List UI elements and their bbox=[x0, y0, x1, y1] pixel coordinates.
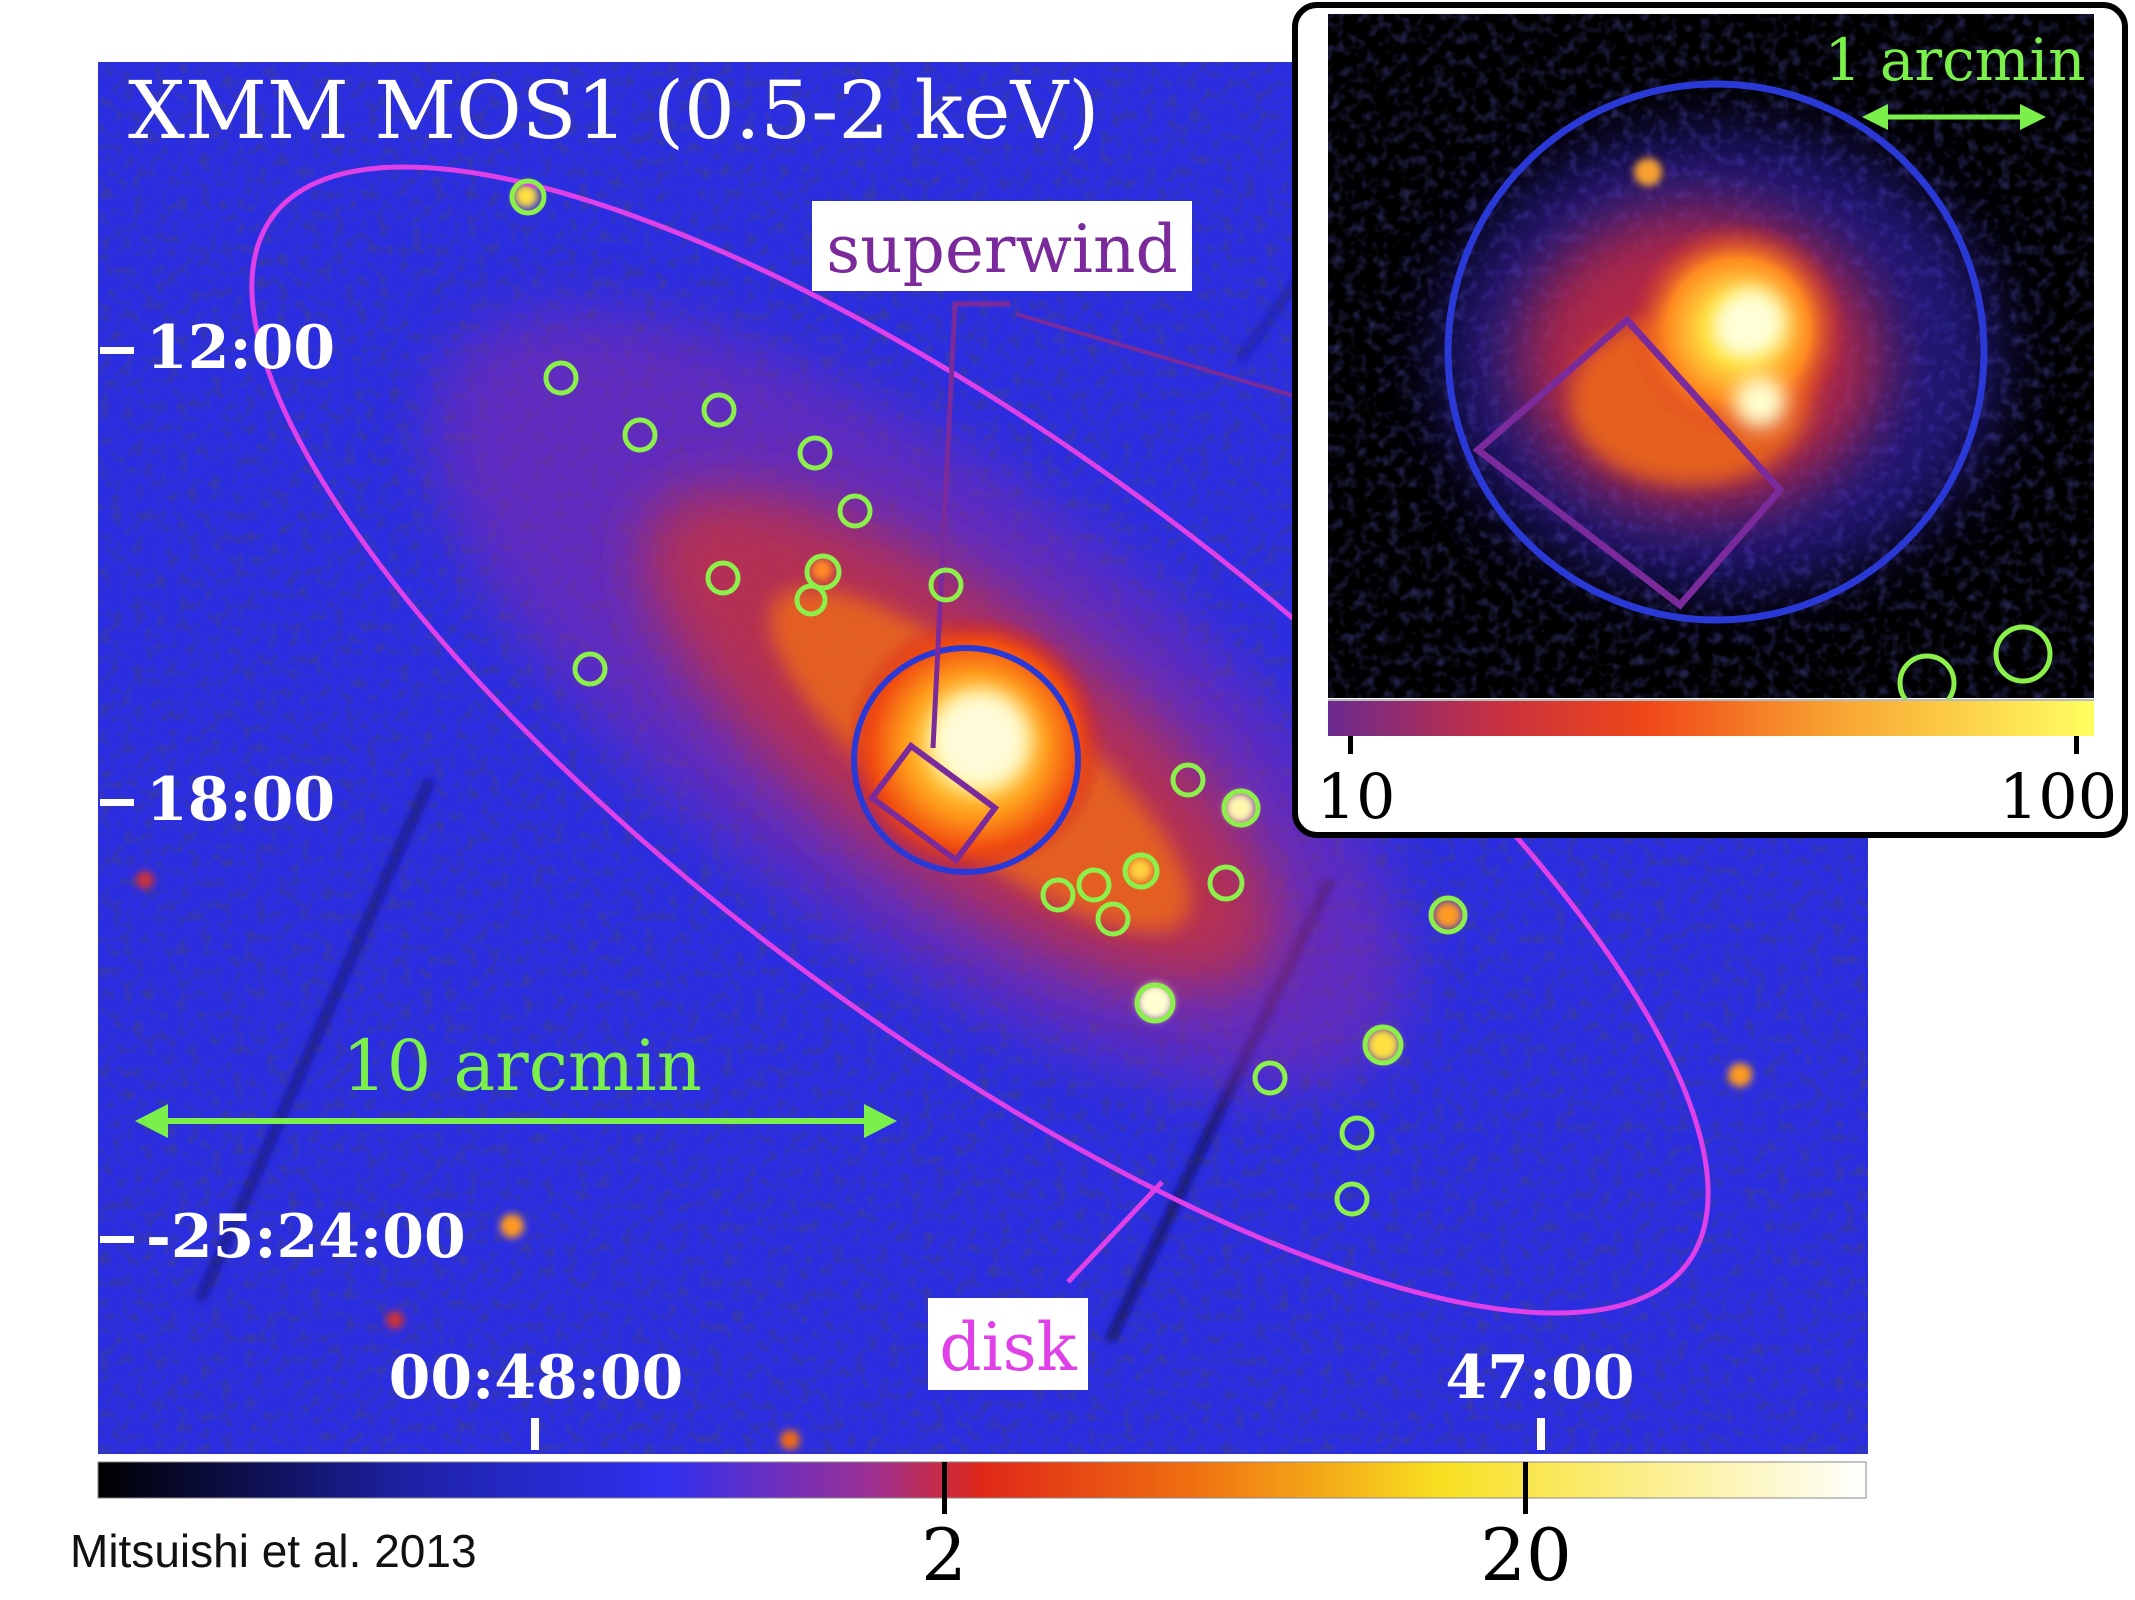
scale-label-main: 10 arcmin bbox=[342, 1025, 702, 1107]
inset-colorbar-tick-100: 100 bbox=[1999, 760, 2117, 833]
image-credit: Mitsuishi et al. 2013 bbox=[70, 1525, 477, 1577]
superwind-box bbox=[867, 741, 1000, 865]
ccd-gap-left bbox=[196, 778, 434, 1302]
inset-peak-1 bbox=[1718, 288, 1786, 356]
disk-label-bg bbox=[928, 1298, 1088, 1390]
disk-connector bbox=[1066, 1180, 1164, 1284]
superwind-label-bg bbox=[812, 201, 1192, 291]
extraction-circle bbox=[851, 645, 1081, 875]
image-title: XMM MOS1 (0.5-2 keV) bbox=[128, 64, 1099, 157]
main-colorbar-tick-2: 2 bbox=[921, 1513, 967, 1597]
dec-tick-label-3: -25:24:00 bbox=[146, 1202, 466, 1272]
dec-tick-label-2: 18:00 bbox=[146, 765, 335, 835]
dec-tick-label-1: 12:00 bbox=[146, 313, 335, 383]
ra-tick-label-2: 47:00 bbox=[1445, 1343, 1634, 1413]
inset-knot bbox=[1634, 158, 1662, 186]
inset-peak-2 bbox=[1734, 376, 1786, 428]
disk-label: disk bbox=[939, 1309, 1077, 1386]
inset-superwind-box bbox=[1472, 315, 1785, 610]
main-colorbar-tick-20: 20 bbox=[1480, 1513, 1572, 1597]
point-sources bbox=[136, 184, 1752, 1450]
main-colorbar bbox=[97, 1461, 1867, 1499]
ra-tick-label-1: 00:48:00 bbox=[389, 1343, 684, 1413]
scale-label-inset: 1 arcmin bbox=[1824, 26, 2085, 94]
scale-bar-inset bbox=[1862, 104, 2046, 130]
source-circles bbox=[509, 178, 1468, 1217]
inset-colorbar bbox=[1328, 700, 2094, 736]
dec-ticks bbox=[100, 347, 134, 1243]
inset-extraction-circle bbox=[1444, 80, 1988, 624]
inset-image bbox=[1328, 14, 2094, 698]
disk-ellipse bbox=[249, 164, 1711, 1316]
inset-colorbar-ticks bbox=[1348, 736, 2079, 754]
superwind-label: superwind bbox=[826, 211, 1178, 288]
ra-ticks bbox=[531, 1418, 1545, 1450]
nucleus-core bbox=[930, 690, 1030, 790]
main-colorbar-ticks bbox=[942, 1462, 1528, 1514]
scale-bar-main bbox=[135, 1104, 897, 1138]
inset-colorbar-tick-10: 10 bbox=[1317, 760, 1396, 833]
